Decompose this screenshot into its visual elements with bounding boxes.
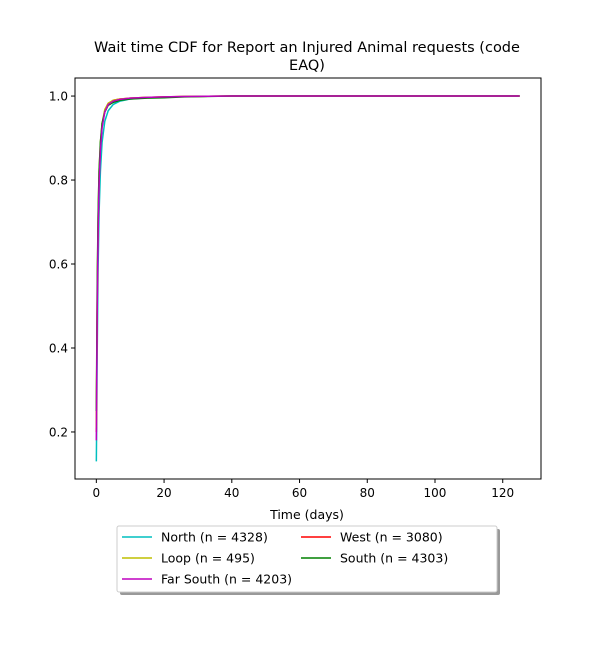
- legend: North (n = 4328) West (n = 3080) Loop (n =…: [116, 525, 500, 595]
- x-axis-label: Time (days): [269, 507, 344, 522]
- y-tick-label: 1.0: [49, 90, 68, 104]
- x-tick-label: 60: [292, 486, 307, 500]
- x-tick-label: 40: [224, 486, 239, 500]
- x-tick-label: 100: [424, 486, 447, 500]
- y-tick-label: 0.8: [49, 174, 68, 188]
- series-line-3: [95, 95, 520, 411]
- series-line-4: [95, 95, 520, 441]
- legend-label-3: South (n = 4303): [340, 551, 448, 566]
- legend-items: North (n = 4328) West (n = 3080) Loop (n =…: [122, 530, 448, 587]
- x-tick-label: 80: [360, 486, 375, 500]
- y-tick-label: 0.6: [49, 258, 68, 272]
- legend-label-4: Far South (n = 4203): [161, 572, 292, 587]
- legend-label-2: Loop (n = 495): [161, 551, 255, 566]
- chart-title-line-1: Wait time CDF for Report an Injured Anim…: [94, 40, 520, 56]
- x-tick-label: 0: [93, 486, 101, 500]
- y-axis: 0.2 0.4 0.6 0.8 1.0: [49, 90, 75, 439]
- legend-label-0: North (n = 4328): [161, 530, 268, 545]
- series-line-0: [95, 95, 520, 462]
- plot-area-frame: [74, 77, 542, 480]
- x-tick-label: 120: [491, 486, 514, 500]
- series-line-2: [95, 95, 520, 428]
- y-tick-label: 0.2: [49, 425, 68, 439]
- series-layer: [95, 95, 520, 462]
- x-tick-label: 20: [156, 486, 171, 500]
- chart-title-line-2: EAQ): [289, 58, 325, 74]
- x-axis: 0 20 40 60 80 100 120: [93, 479, 514, 500]
- legend-label-1: West (n = 3080): [340, 530, 443, 545]
- series-line-1: [95, 95, 520, 432]
- legend-box: [116, 525, 498, 593]
- y-tick-label: 0.4: [49, 341, 68, 355]
